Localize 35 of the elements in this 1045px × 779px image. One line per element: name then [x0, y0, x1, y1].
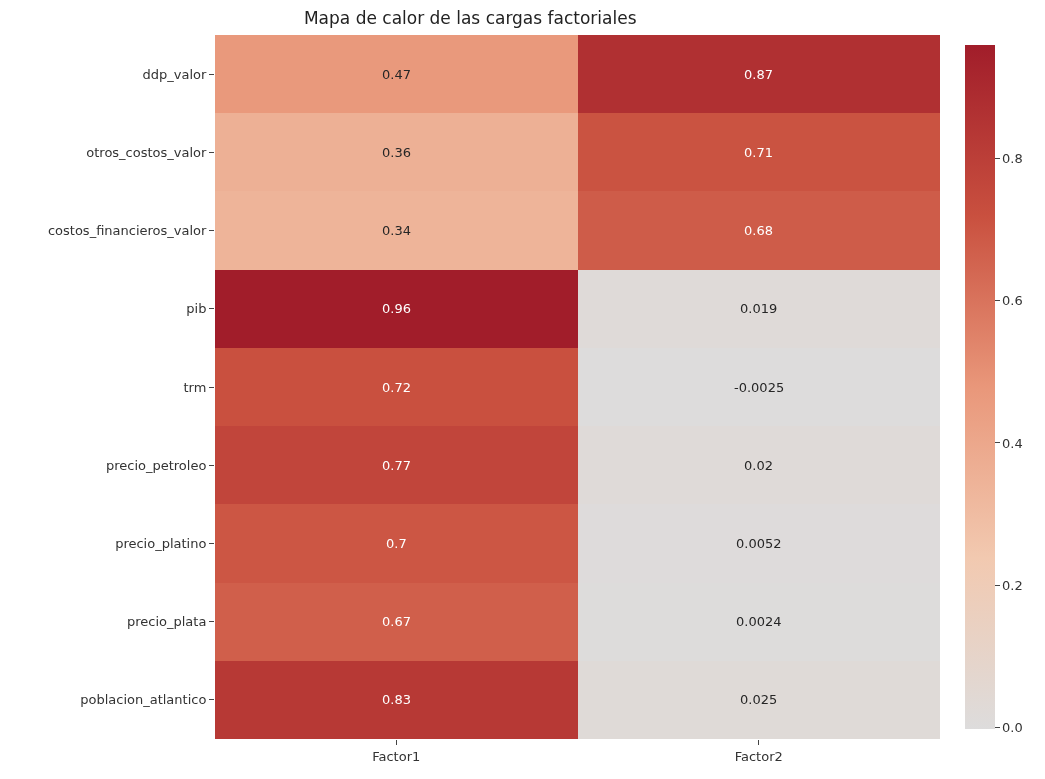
data-label: 0.34 — [382, 223, 411, 238]
color-bar-label: 0.4 — [1002, 435, 1023, 451]
y-tick-label: costos_financieros_valor — [47, 223, 208, 239]
data-label: 0.7 — [386, 536, 407, 551]
data-label: 0.77 — [382, 458, 411, 473]
data-label: 0.67 — [382, 614, 411, 629]
y-tick-label: otros_costos_valor — [86, 144, 208, 160]
y-tick-label: ddp_valor — [142, 66, 208, 82]
color-bar-label: 0.2 — [1002, 577, 1023, 593]
y-tick-label: precio_plata — [126, 614, 207, 630]
color-bar-label: 0.8 — [1002, 151, 1023, 167]
y-tick-label: precio_petroleo — [105, 457, 207, 473]
data-label: 0.025 — [740, 692, 778, 707]
data-label: 0.0024 — [736, 614, 782, 629]
data-label: 0.68 — [744, 223, 773, 238]
data-label: 0.72 — [382, 380, 411, 395]
data-label: 0.02 — [744, 458, 773, 473]
x-tick-label: Factor2 — [734, 748, 783, 764]
data-label: 0.0052 — [736, 536, 782, 551]
x-tick-label: Factor1 — [372, 748, 421, 764]
y-tick-label: pib — [186, 301, 207, 317]
y-tick-label: poblacion_atlantico — [80, 692, 207, 708]
data-label: 0.019 — [740, 301, 778, 316]
data-label: 0.71 — [744, 145, 773, 160]
data-label: 0.83 — [382, 692, 411, 707]
data-label: 0.47 — [382, 67, 411, 82]
data-label: -0.0025 — [734, 380, 785, 395]
y-tick-label: precio_platino — [115, 535, 207, 551]
data-label: 0.36 — [382, 145, 411, 160]
data-label: 0.87 — [744, 67, 773, 82]
color-bar-label: 0.0 — [1002, 719, 1023, 735]
data-label: 0.96 — [382, 301, 411, 316]
color-bar-label: 0.6 — [1002, 293, 1023, 309]
chart-title: Mapa de calor de las cargas factoriales — [303, 7, 637, 28]
y-tick-label: trm — [183, 379, 207, 395]
